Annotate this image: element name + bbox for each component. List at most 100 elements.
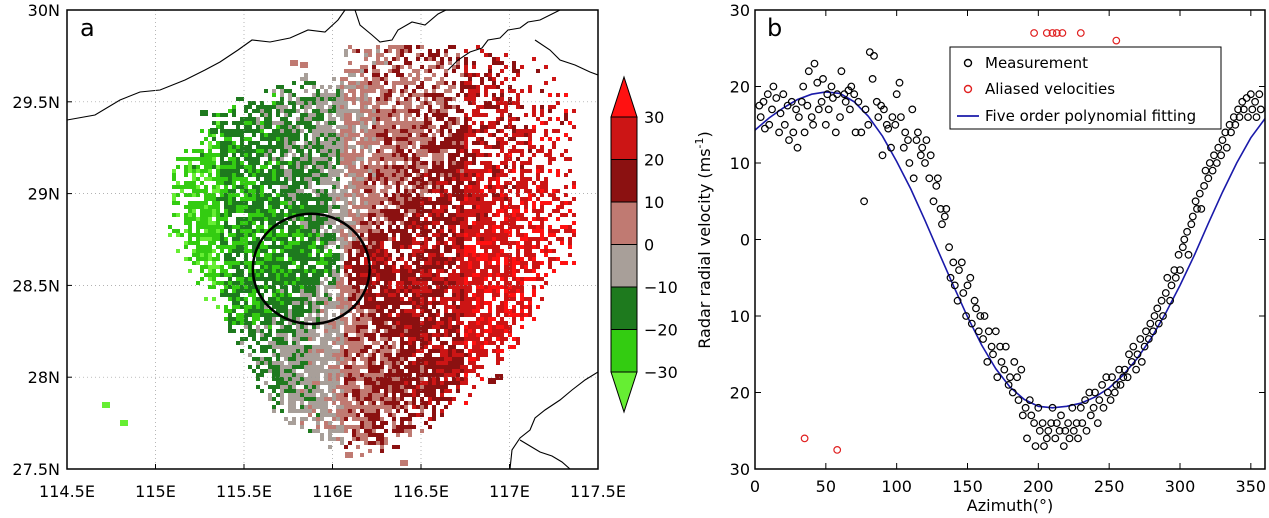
heat-cell [516, 245, 520, 249]
heat-cell [532, 277, 536, 281]
heat-cell [428, 325, 432, 329]
heat-cell [232, 301, 236, 305]
heat-cell [520, 185, 524, 189]
heat-cell [508, 213, 512, 217]
heat-cell [388, 141, 392, 145]
heat-cell [308, 333, 312, 337]
heat-cell [228, 169, 232, 173]
heat-cell [420, 53, 424, 57]
heat-cell [420, 389, 424, 393]
heat-cell [228, 265, 232, 269]
heat-cell [496, 73, 500, 77]
heat-cell [568, 225, 572, 229]
heat-cell [352, 341, 356, 345]
heat-cell [516, 129, 520, 133]
heat-cell [440, 117, 444, 121]
heat-cell [332, 229, 336, 233]
heat-cell [284, 125, 288, 129]
heat-cell [280, 337, 284, 341]
heat-cell [372, 333, 376, 337]
heat-cell [460, 353, 464, 357]
heat-cell [440, 293, 444, 297]
heat-cell [464, 277, 468, 281]
heat-cell [384, 337, 388, 341]
heat-cell [448, 305, 452, 309]
heat-cell [468, 249, 472, 253]
heat-cell [296, 229, 300, 233]
heat-cell [348, 337, 352, 341]
heat-cell [368, 201, 372, 205]
heat-cell [396, 269, 400, 273]
heat-cell [456, 61, 460, 65]
heat-cell [336, 177, 340, 181]
heat-cell [260, 197, 264, 201]
heat-cell [316, 197, 320, 201]
heat-cell [360, 149, 364, 153]
heat-cell [404, 213, 408, 217]
heat-cell [304, 289, 308, 293]
heat-cell [304, 233, 308, 237]
heat-cell [536, 165, 540, 169]
heat-cell [408, 369, 412, 373]
heat-cell [336, 373, 340, 377]
heat-cell [272, 101, 276, 105]
heat-cell [408, 165, 412, 169]
heat-cell [464, 337, 468, 341]
heat-cell [436, 229, 440, 233]
heat-cell [236, 293, 240, 297]
heat-cell [312, 97, 316, 101]
heat-cell [188, 229, 192, 233]
heat-cell [388, 345, 392, 349]
heat-cell [292, 253, 296, 257]
heat-cell [460, 201, 464, 205]
heat-cell [460, 261, 464, 265]
heat-cell [220, 121, 224, 125]
heat-cell [368, 209, 372, 213]
heat-cell [524, 209, 528, 213]
heat-cell [304, 389, 308, 393]
heat-cell [508, 97, 512, 101]
heat-cell [224, 141, 228, 145]
heat-cell [396, 133, 400, 137]
heat-cell [424, 181, 428, 185]
heat-cell [488, 53, 492, 57]
heat-cell [444, 241, 448, 245]
heat-cell [400, 141, 404, 145]
heat-cell [212, 225, 216, 229]
heat-cell [324, 233, 328, 237]
heat-cell [496, 253, 500, 257]
heat-cell [436, 201, 440, 205]
heat-cell [264, 357, 268, 361]
heat-cell [312, 113, 316, 117]
heat-cell [280, 389, 284, 393]
heat-cell [404, 125, 408, 129]
heat-cell [300, 389, 304, 393]
heat-cell [492, 265, 496, 269]
heat-cell [340, 233, 344, 237]
heat-cell [172, 177, 176, 181]
heat-cell [300, 229, 304, 233]
heat-cell [496, 269, 500, 273]
heat-cell [452, 65, 456, 69]
heat-cell [408, 325, 412, 329]
heat-cell [456, 253, 460, 257]
heat-cell [412, 221, 416, 225]
heat-cell [340, 293, 344, 297]
heat-cell [480, 189, 484, 193]
heat-cell [352, 145, 356, 149]
heat-cell [296, 125, 300, 129]
heat-cell [572, 109, 576, 113]
heat-cell [508, 205, 512, 209]
heat-cell [360, 253, 364, 257]
heat-cell [348, 133, 352, 137]
heat-cell [264, 137, 268, 141]
heat-cell [516, 189, 520, 193]
heat-cell [372, 197, 376, 201]
heat-cell [432, 213, 436, 217]
heat-cell [528, 301, 532, 305]
heat-cell [548, 257, 552, 261]
heat-cell [392, 213, 396, 217]
heat-cell [492, 221, 496, 225]
heat-cell [284, 121, 288, 125]
heat-cell [340, 141, 344, 145]
